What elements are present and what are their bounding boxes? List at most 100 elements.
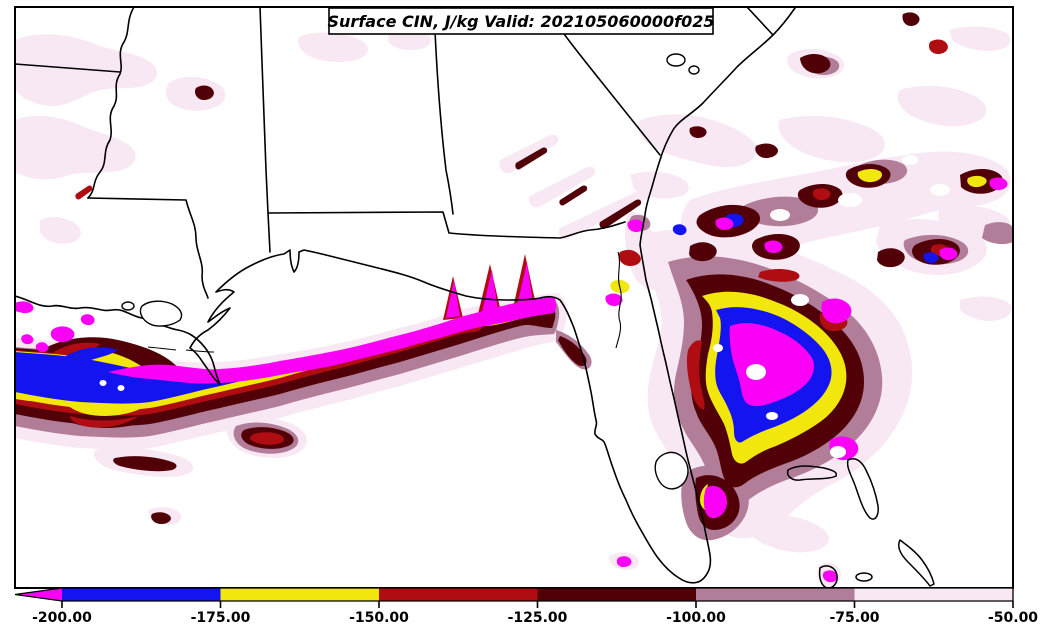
- lake-maurepas: [121, 301, 135, 311]
- map-art: [897, 85, 987, 127]
- map-art: [80, 314, 95, 326]
- map-art: [764, 240, 783, 253]
- map-art: [902, 155, 918, 165]
- contour-white-holes: [99, 155, 950, 458]
- map-art: [755, 143, 778, 159]
- map-art: [703, 485, 727, 519]
- map-art: [117, 385, 125, 391]
- map-art: [686, 340, 705, 410]
- map-art: [528, 166, 596, 208]
- title-background: [328, 7, 714, 35]
- map-art: [930, 184, 950, 196]
- colorbar-segment-palepink: [854, 588, 1013, 601]
- map-title: Surface CIN, J/kg Valid: 202105060000f02…: [328, 12, 715, 31]
- arkansas-louisiana-border: [15, 63, 121, 73]
- map-art: [15, 308, 537, 404]
- map-art: [40, 217, 81, 244]
- st-johns-river: [615, 251, 622, 349]
- colorbar-segment-mauve: [696, 588, 855, 601]
- map-art: [15, 115, 136, 180]
- map-art: [559, 185, 588, 206]
- colorbar-segment-maroon: [537, 588, 696, 601]
- map-art: [108, 297, 557, 384]
- colorbar-tick-marks: [61, 601, 1014, 608]
- mississippi-alabama-border: [259, 7, 271, 253]
- colorbar-tick-label: -125.00: [508, 610, 568, 626]
- state-and-coast-lines: [15, 7, 935, 588]
- map-art: [517, 262, 533, 306]
- map-art: [770, 209, 790, 221]
- map-art: [838, 193, 862, 207]
- bimini-island: [818, 565, 838, 588]
- map-art: [967, 175, 987, 188]
- map-art: [822, 570, 838, 583]
- map-art: [50, 326, 75, 342]
- map-art: [989, 177, 1008, 190]
- colorbar-tick-label: -200.00: [32, 610, 92, 626]
- map-art: [558, 188, 651, 240]
- colorbar-tick-label: -75.00: [829, 610, 879, 626]
- eleuthera-island: [897, 539, 935, 587]
- map-art: [558, 336, 587, 367]
- map-art: [70, 416, 138, 428]
- map-art: [902, 12, 920, 26]
- map-art: [982, 222, 1013, 245]
- map-art: [791, 294, 809, 306]
- map-art: [689, 126, 707, 138]
- map-art: [15, 301, 34, 314]
- map-art: [113, 456, 177, 472]
- barrier-islands: [147, 346, 215, 353]
- gulf-coastline: [15, 249, 699, 584]
- map-art: [939, 247, 958, 260]
- florida-georgia-border: [267, 211, 626, 239]
- louisiana-mississippi-border: [87, 197, 209, 299]
- lake-okeechobee: [654, 451, 689, 490]
- colorbar-tick-label: -50.00: [988, 610, 1038, 626]
- grand-bahama-island: [786, 465, 838, 481]
- map-art: [923, 252, 939, 263]
- northcarolina-border: [746, 7, 774, 36]
- map-art: [689, 242, 717, 262]
- cin-level-magenta-layer: [15, 177, 1008, 583]
- map-art: [99, 380, 107, 386]
- abaco-island: [846, 458, 879, 520]
- colorbar-tick-label: -175.00: [191, 610, 251, 626]
- map-art: [950, 26, 1011, 51]
- map-art: [877, 248, 905, 268]
- map-art: [35, 342, 49, 353]
- map-art: [515, 147, 548, 170]
- atlantic-coastline: [639, 7, 796, 583]
- map-art: [672, 224, 687, 236]
- colorbar-underflow-arrow: [15, 588, 62, 601]
- map-art: [605, 293, 623, 306]
- map-art: [766, 412, 778, 420]
- title-box: Surface CIN, J/kg Valid: 202105060000f02…: [328, 7, 715, 35]
- map-art: [747, 515, 830, 553]
- lake-marion: [666, 53, 686, 67]
- map-art: [499, 134, 559, 174]
- map-art: [746, 364, 766, 380]
- map-art: [637, 114, 757, 168]
- lake-moultrie: [688, 65, 700, 75]
- map-art: [618, 249, 641, 266]
- map-art: [715, 217, 734, 230]
- contour-fill-layers: [15, 12, 1013, 588]
- map-art: [758, 269, 800, 282]
- map-art: [75, 185, 93, 200]
- colorbar-tick-label: -150.00: [349, 610, 409, 626]
- andros-island: [855, 572, 873, 582]
- map-art: [15, 34, 158, 107]
- map-art: [960, 296, 1012, 321]
- map-art: [778, 115, 885, 163]
- colorbar: -200.00 -175.00 -150.00 -125.00 -100.00 …: [14, 587, 1038, 626]
- map-art: [630, 171, 689, 199]
- map-art: [627, 219, 645, 232]
- map-art: [446, 280, 460, 318]
- colorbar-segment-yellow: [220, 588, 379, 601]
- map-art: [21, 334, 34, 345]
- map-art: [812, 188, 831, 200]
- colorbar-tick-labels: -200.00 -175.00 -150.00 -125.00 -100.00 …: [32, 610, 1038, 626]
- map-art: [482, 270, 498, 312]
